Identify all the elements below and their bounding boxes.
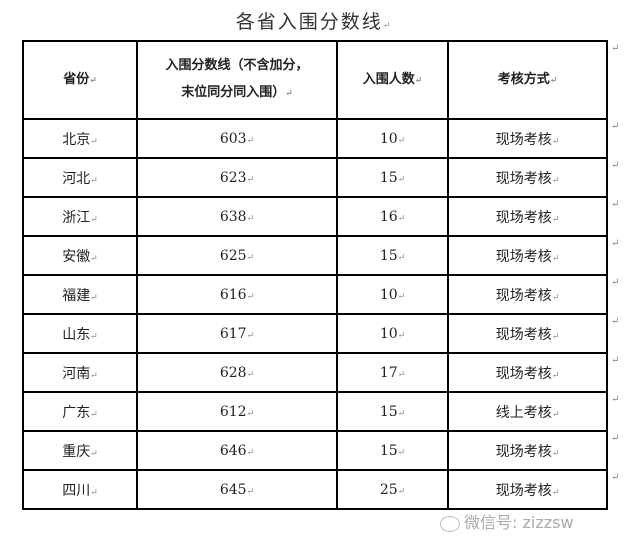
cell-method: 现场考核↵ [447, 235, 608, 276]
header-method: 考核方式↵ [447, 40, 608, 120]
cell-province: 四川↵ [22, 469, 138, 510]
title-text: 各省入围分数线 [235, 11, 383, 33]
cell-province: 河北↵ [22, 157, 138, 198]
cell-province: 河南↵ [22, 352, 138, 393]
row-end-mark: ↵ [611, 199, 620, 210]
watermark: 微信号: zizzsw [440, 513, 574, 533]
row-end-mark: ↵ [611, 394, 620, 405]
cell-province: 安徽↵ [22, 235, 138, 276]
cell-count: 25↵ [336, 469, 449, 510]
wechat-icon [440, 515, 460, 532]
cell-method: 现场考核↵ [447, 469, 608, 510]
cell-score: 625↵ [136, 235, 338, 276]
cell-province: 重庆↵ [22, 430, 138, 471]
table-row: 广东↵ 612↵ 15↵ 线上考核↵ [22, 391, 608, 432]
cell-province: 福建↵ [22, 274, 138, 315]
cell-score: 616↵ [136, 274, 338, 315]
cell-score: 612↵ [136, 391, 338, 432]
cutoff-score-table: 省份↵ 入围分数线（不含加分， 末位同分同入围）↵ 入围人数↵ 考核方式↵ 北京↵… [22, 40, 608, 510]
table-row: 安徽↵ 625↵ 15↵ 现场考核↵ [22, 235, 608, 276]
row-end-mark: ↵ [611, 316, 620, 327]
header-score: 入围分数线（不含加分， 末位同分同入围）↵ [136, 40, 338, 120]
cell-method: 现场考核↵ [447, 196, 608, 237]
cell-score: 628↵ [136, 352, 338, 393]
cell-province: 广东↵ [22, 391, 138, 432]
cell-method: 现场考核↵ [447, 352, 608, 393]
row-end-mark: ↵ [611, 433, 620, 444]
row-end-mark: ↵ [611, 472, 620, 483]
cell-province: 北京↵ [22, 118, 138, 159]
row-end-mark: ↵ [611, 277, 620, 288]
cell-method: 现场考核↵ [447, 430, 608, 471]
cell-count: 10↵ [336, 118, 449, 159]
row-end-mark: ↵ [611, 355, 620, 366]
row-end-mark: ↵ [611, 160, 620, 171]
cell-score: 623↵ [136, 157, 338, 198]
table-row: 重庆↵ 646↵ 15↵ 现场考核↵ [22, 430, 608, 471]
cell-count: 10↵ [336, 313, 449, 354]
cell-province: 山东↵ [22, 313, 138, 354]
cell-score: 617↵ [136, 313, 338, 354]
cell-score: 646↵ [136, 430, 338, 471]
cell-count: 15↵ [336, 235, 449, 276]
cell-method: 线上考核↵ [447, 391, 608, 432]
cell-method: 现场考核↵ [447, 274, 608, 315]
cell-method: 现场考核↵ [447, 313, 608, 354]
cell-score: 638↵ [136, 196, 338, 237]
header-count: 入围人数↵ [336, 40, 449, 120]
cell-score: 603↵ [136, 118, 338, 159]
cell-count: 17↵ [336, 352, 449, 393]
document-title: 各省入围分数线↵ [0, 7, 628, 34]
table-row: 北京↵ 603↵ 10↵ 现场考核↵ [22, 118, 608, 159]
table-row: 河北↵ 623↵ 15↵ 现场考核↵ [22, 157, 608, 198]
table-row: 山东↵ 617↵ 10↵ 现场考核↵ [22, 313, 608, 354]
cell-count: 16↵ [336, 196, 449, 237]
paragraph-mark: ↵ [382, 21, 393, 31]
cell-method: 现场考核↵ [447, 157, 608, 198]
cell-method: 现场考核↵ [447, 118, 608, 159]
cell-count: 15↵ [336, 157, 449, 198]
cell-count: 15↵ [336, 430, 449, 471]
row-end-mark: ↵ [611, 121, 620, 132]
row-end-mark: ↵ [611, 238, 620, 249]
cell-province: 浙江↵ [22, 196, 138, 237]
table-row: 河南↵ 628↵ 17↵ 现场考核↵ [22, 352, 608, 393]
header-province: 省份↵ [22, 40, 138, 120]
cell-score: 645↵ [136, 469, 338, 510]
cell-count: 15↵ [336, 391, 449, 432]
table-row: 福建↵ 616↵ 10↵ 现场考核↵ [22, 274, 608, 315]
row-end-mark: ↵ [611, 43, 620, 54]
header-row: 省份↵ 入围分数线（不含加分， 末位同分同入围）↵ 入围人数↵ 考核方式↵ [22, 40, 608, 120]
cell-count: 10↵ [336, 274, 449, 315]
table-row: 浙江↵ 638↵ 16↵ 现场考核↵ [22, 196, 608, 237]
table-row: 四川↵ 645↵ 25↵ 现场考核↵ [22, 469, 608, 510]
